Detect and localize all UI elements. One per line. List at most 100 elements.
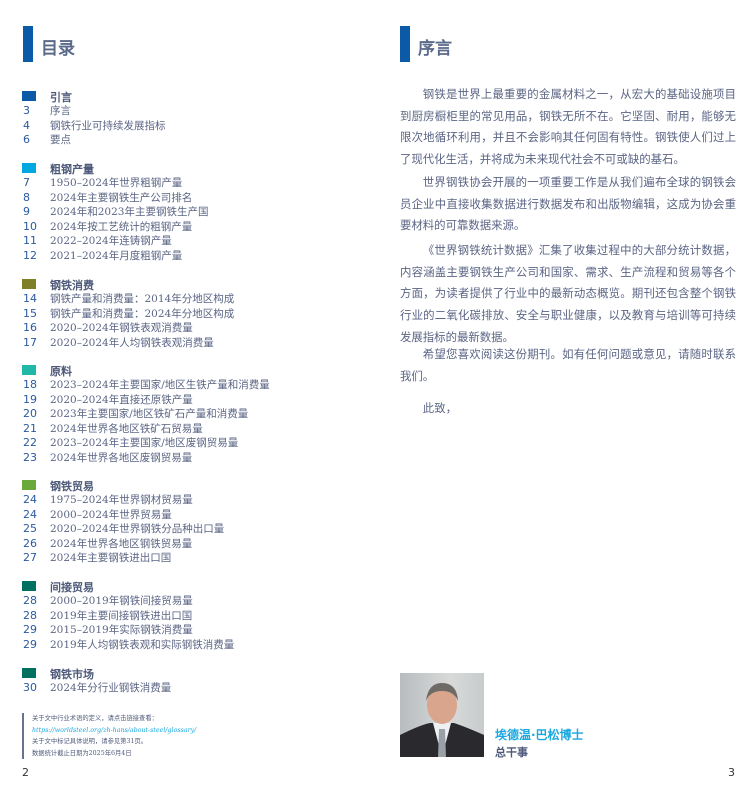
section-color-swatch — [22, 668, 36, 678]
toc-page-number: 22 — [23, 436, 37, 449]
section-color-swatch — [22, 480, 36, 490]
section-color-swatch — [22, 279, 36, 289]
toc-section-heading[interactable]: 粗钢产量 — [22, 161, 352, 176]
toc-entry[interactable]: 29 2019年人均钢铁表观和实际钢铁消费量 — [22, 638, 352, 653]
toc-entry[interactable]: 24 1975–2024年世界钢材贸易量 — [22, 493, 352, 508]
toc-entry-label: 钢铁产量和消费量：2024年分地区构成 — [50, 307, 235, 320]
toc-section-heading[interactable]: 原料 — [22, 363, 352, 378]
section-heading-label: 粗钢产量 — [50, 163, 94, 176]
toc-title: 目录 — [41, 39, 75, 59]
toc-entry[interactable]: 9 2024年和2023年主要钢铁生产国 — [22, 205, 352, 220]
toc-entry[interactable]: 19 2020–2024年直接还原铁产量 — [22, 393, 352, 408]
toc-entry[interactable]: 26 2024年世界各地区钢铁贸易量 — [22, 537, 352, 552]
foreword-title: 序言 — [418, 39, 452, 59]
toc-entry[interactable]: 8 2024年主要钢铁生产公司排名 — [22, 191, 352, 206]
toc-entry-label: 2020–2024年钢铁表观消费量 — [50, 322, 193, 334]
toc-entry[interactable]: 28 2000–2019年钢铁间接贸易量 — [22, 594, 352, 609]
toc-entry-label: 2023年主要国家/地区铁矿石产量和消费量 — [50, 408, 249, 420]
toc-page-number: 10 — [23, 219, 37, 233]
foreword-paragraph: 钢铁是世界上最重要的金属材料之一，从宏大的基础设施项目到厨房橱柜里的常见用品，钢… — [400, 87, 736, 167]
toc-entry[interactable]: 30 2024年分行业钢铁消费量 — [22, 681, 352, 696]
toc-entry[interactable]: 23 2024年世界各地区废钢贸易量 — [22, 451, 352, 466]
toc-entry[interactable]: 21 2024年世界各地区铁矿石贸易量 — [22, 422, 352, 437]
toc-entry[interactable]: 25 2020–2024年世界钢铁分品种出口量 — [22, 522, 352, 537]
toc-entry[interactable]: 18 2023–2024年主要国家/地区生铁产量和消费量 — [22, 378, 352, 393]
toc-page-number: 19 — [23, 392, 37, 406]
foreword-closing: 此致， — [422, 401, 457, 415]
page-number-left: 2 — [22, 766, 29, 779]
toc-page-number: 4 — [23, 118, 30, 132]
toc-section: 钢铁消费 14 钢铁产量和消费量：2014年分地区构成 15 钢铁产量和消费量：2024… — [22, 277, 352, 350]
section-color-swatch — [22, 581, 36, 591]
toc-page-number: 9 — [23, 205, 30, 218]
foreword-paragraph: 希望您喜欢阅读这份期刊。如有任何问题或意见，请随时联系我们。 — [400, 347, 736, 383]
toc-entry[interactable]: 15 钢铁产量和消费量：2024年分地区构成 — [22, 307, 352, 322]
toc-page-number: 14 — [23, 292, 37, 305]
page-number-right: 3 — [728, 766, 735, 779]
signatory-portrait — [400, 673, 484, 757]
toc-section-heading[interactable]: 间接贸易 — [22, 579, 352, 594]
toc-entry[interactable]: 14 钢铁产量和消费量：2014年分地区构成 — [22, 292, 352, 307]
glossary-link[interactable]: https://worldsteel.org/zh-hans/about-ste… — [32, 726, 197, 734]
toc-entry-label: 2022–2024年连铸钢产量 — [50, 235, 172, 247]
toc-page-number: 30 — [23, 681, 37, 694]
toc-section-heading[interactable]: 钢铁市场 — [22, 666, 352, 681]
footnote-cutoff-date: 数据统计截止日期为2025年6月4日 — [32, 749, 132, 757]
toc-page-number: 15 — [23, 306, 37, 320]
toc-page-number: 24 — [23, 493, 37, 506]
section-heading-label: 间接贸易 — [50, 581, 94, 594]
toc-entry[interactable]: 12 2021–2024年月度粗钢产量 — [22, 249, 352, 264]
toc-page-number: 27 — [23, 551, 37, 564]
toc-page-number: 21 — [23, 421, 37, 435]
toc-entry-label: 钢铁产量和消费量：2014年分地区构成 — [50, 293, 235, 305]
section-color-swatch — [22, 365, 36, 375]
toc-entry-label: 2000–2019年钢铁间接贸易量 — [50, 595, 193, 607]
toc-entry[interactable]: 27 2024年主要钢铁进出口国 — [22, 551, 352, 566]
toc-section-heading[interactable]: 钢铁贸易 — [22, 478, 352, 493]
toc-page-number: 17 — [23, 335, 37, 349]
toc-entry[interactable]: 3 序言 — [22, 104, 352, 119]
toc-entry-label: 2019年主要间接钢铁进出口国 — [50, 609, 193, 622]
title-accent-bar — [400, 26, 410, 62]
toc-page-number: 26 — [23, 536, 37, 550]
toc-entry-label: 2000–2024年世界贸易量 — [50, 508, 172, 521]
toc-entry[interactable]: 16 2020–2024年钢铁表观消费量 — [22, 321, 352, 336]
toc-entry-label: 1950–2024年世界粗钢产量 — [50, 177, 183, 189]
foreword-paragraph: 《世界钢铁统计数据》汇集了收集过程中的大部分统计数据，内容涵盖主要钢铁生产公司和… — [400, 243, 736, 344]
toc-entry-label: 2024年和2023年主要钢铁生产国 — [50, 206, 209, 218]
toc-section-heading[interactable]: 钢铁消费 — [22, 277, 352, 292]
toc-entry[interactable]: 17 2020–2024年人均钢铁表观消费量 — [22, 336, 352, 351]
toc-entry-label: 1975–2024年世界钢材贸易量 — [50, 494, 193, 506]
toc-entry-label: 2024年按工艺统计的粗钢产量 — [50, 220, 193, 233]
toc-page-number: 3 — [23, 104, 30, 117]
toc-page-number: 16 — [23, 321, 37, 334]
section-color-swatch — [22, 91, 36, 101]
toc-entry-label: 2023–2024年主要国家/地区废钢贸易量 — [50, 437, 239, 449]
toc-section-heading[interactable]: 引言 — [22, 89, 352, 104]
toc-page-number: 18 — [23, 378, 37, 391]
footnote-glossary: 关于文中行业术语的定义，请点击链接查看： — [32, 715, 158, 722]
toc-entry-label: 2023–2024年主要国家/地区生铁产量和消费量 — [50, 379, 270, 391]
toc-entry[interactable]: 28 2019年主要间接钢铁进出口国 — [22, 609, 352, 624]
foreword-paragraph: 世界钢铁协会开展的一项重要工作是从我们遍布全球的钢铁会员企业中直接收集数据进行数… — [400, 175, 736, 233]
toc-page-number: 12 — [23, 248, 37, 262]
toc-entry[interactable]: 6 要点 — [22, 133, 352, 148]
footnote: 关于文中行业术语的定义，请点击链接查看： https://worldsteel.… — [22, 713, 196, 759]
toc-page-number: 23 — [23, 450, 37, 464]
toc-page-number: 7 — [23, 176, 30, 189]
toc-entry[interactable]: 4 钢铁行业可持续发展指标 — [22, 119, 352, 134]
section-color-swatch — [22, 163, 36, 173]
toc-section: 间接贸易 28 2000–2019年钢铁间接贸易量 28 2019年主要间接钢铁进出口国… — [22, 579, 352, 652]
toc-page-number: 20 — [23, 407, 37, 420]
toc-entry[interactable]: 24 2000–2024年世界贸易量 — [22, 508, 352, 523]
toc-entry-label: 2024年世界各地区废钢贸易量 — [50, 451, 193, 464]
toc-page-number: 28 — [23, 608, 37, 622]
toc-section: 原料 18 2023–2024年主要国家/地区生铁产量和消费量 19 2020–2024… — [22, 363, 352, 465]
toc-page-number: 6 — [23, 133, 30, 146]
toc-entry[interactable]: 20 2023年主要国家/地区铁矿石产量和消费量 — [22, 407, 352, 422]
toc-entry[interactable]: 7 1950–2024年世界粗钢产量 — [22, 176, 352, 191]
toc-entry[interactable]: 29 2015–2019年实际钢铁消费量 — [22, 623, 352, 638]
toc-entry[interactable]: 11 2022–2024年连铸钢产量 — [22, 234, 352, 249]
toc-entry[interactable]: 10 2024年按工艺统计的粗钢产量 — [22, 220, 352, 235]
toc-entry[interactable]: 22 2023–2024年主要国家/地区废钢贸易量 — [22, 436, 352, 451]
